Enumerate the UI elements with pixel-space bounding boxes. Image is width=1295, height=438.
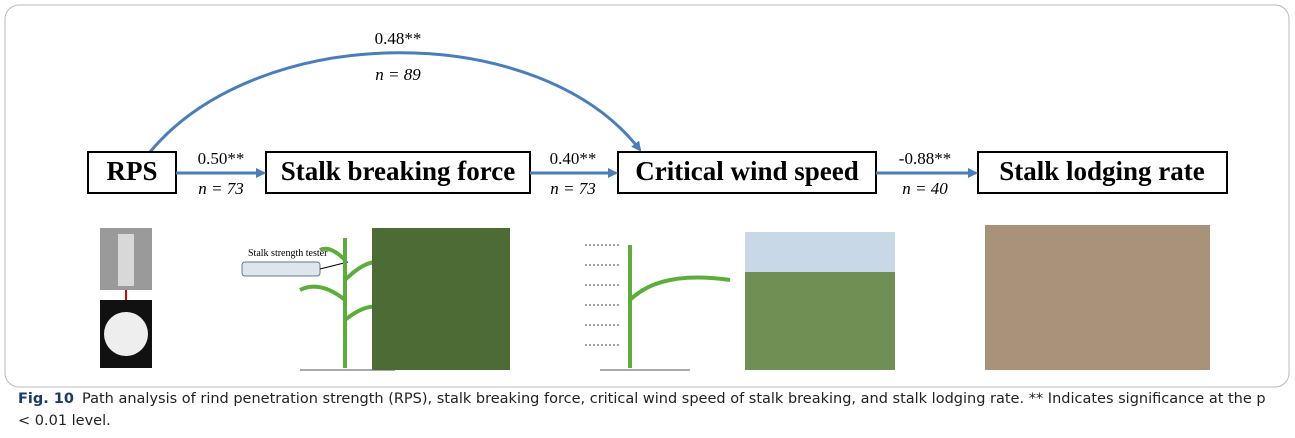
image-label: Stalk strength tester xyxy=(248,248,328,259)
edge-coef: 0.48** xyxy=(375,29,422,48)
field-photo xyxy=(372,228,510,370)
rps-image xyxy=(100,228,152,368)
edge-n: n = 89 xyxy=(375,65,421,84)
caption-text: Path analysis of rind penetration streng… xyxy=(18,391,1266,429)
lodging-photo xyxy=(985,225,1210,370)
edge-n: n = 40 xyxy=(902,179,948,198)
node-box xyxy=(617,151,877,194)
node-label: Critical wind speed xyxy=(635,156,859,186)
edge-n: n = 73 xyxy=(550,179,595,198)
plant-illustration: Stalk strength tester xyxy=(241,238,395,371)
caption: Fig. 10 Path analysis of rind penetration… xyxy=(18,388,1268,432)
arc-arrow xyxy=(148,51,642,153)
node-box xyxy=(977,151,1228,194)
node-box xyxy=(87,151,177,194)
edge-coef: 0.40** xyxy=(550,149,597,168)
edge-coef: -0.88** xyxy=(899,149,951,168)
node-label: Stalk lodging rate xyxy=(999,156,1205,186)
frame xyxy=(4,4,1290,388)
edge-coef: 0.50** xyxy=(198,149,245,168)
wind-illustration xyxy=(585,244,731,371)
node-label: Stalk breaking force xyxy=(281,156,516,186)
edge-n: n = 73 xyxy=(198,179,243,198)
caption-label: Fig. 10 xyxy=(18,391,74,407)
node-label: RPS xyxy=(106,156,157,186)
